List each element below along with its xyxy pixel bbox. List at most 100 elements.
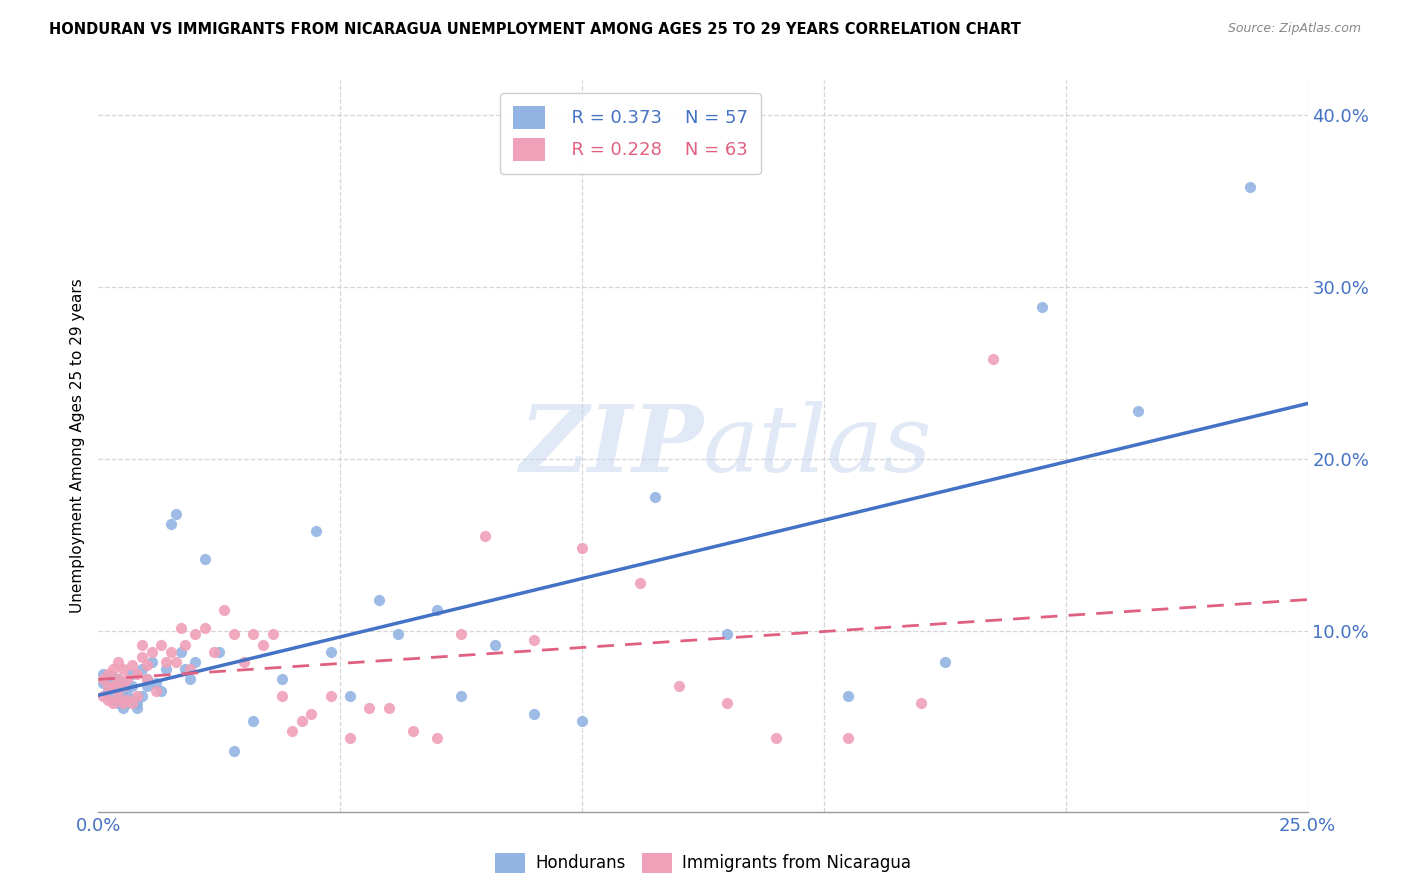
Point bbox=[290, 714, 312, 728]
Text: ZIP: ZIP bbox=[519, 401, 703, 491]
Point bbox=[222, 744, 245, 758]
Point bbox=[121, 696, 143, 710]
Point bbox=[426, 731, 449, 745]
Point bbox=[242, 714, 264, 728]
Point bbox=[765, 731, 787, 745]
Point bbox=[716, 696, 738, 710]
Point bbox=[107, 672, 129, 686]
Point bbox=[232, 655, 254, 669]
Point bbox=[145, 684, 167, 698]
Point bbox=[319, 690, 342, 704]
Point bbox=[101, 679, 124, 693]
Point bbox=[1031, 301, 1053, 315]
Point bbox=[145, 675, 167, 690]
Point bbox=[135, 672, 157, 686]
Point bbox=[281, 723, 304, 738]
Point bbox=[127, 696, 149, 710]
Point bbox=[135, 672, 157, 686]
Point bbox=[474, 529, 496, 543]
Point bbox=[131, 690, 153, 704]
Legend: Hondurans, Immigrants from Nicaragua: Hondurans, Immigrants from Nicaragua bbox=[488, 847, 918, 880]
Point bbox=[165, 655, 187, 669]
Point bbox=[194, 551, 217, 566]
Point bbox=[222, 627, 245, 641]
Point bbox=[668, 679, 690, 693]
Point bbox=[179, 672, 201, 686]
Point bbox=[160, 645, 183, 659]
Point bbox=[299, 706, 322, 721]
Point bbox=[127, 690, 149, 704]
Point bbox=[450, 627, 472, 641]
Point bbox=[97, 684, 120, 698]
Point bbox=[179, 662, 201, 676]
Point bbox=[117, 688, 139, 702]
Text: Source: ZipAtlas.com: Source: ZipAtlas.com bbox=[1227, 22, 1361, 36]
Point bbox=[117, 679, 139, 693]
Point bbox=[135, 679, 157, 693]
Point bbox=[141, 645, 163, 659]
Point bbox=[212, 603, 235, 617]
Point bbox=[271, 690, 294, 704]
Point bbox=[169, 645, 191, 659]
Point bbox=[91, 690, 114, 704]
Point bbox=[101, 671, 124, 685]
Point bbox=[101, 696, 124, 710]
Point bbox=[934, 655, 956, 669]
Point bbox=[484, 638, 506, 652]
Point bbox=[107, 655, 129, 669]
Point bbox=[101, 662, 124, 676]
Point bbox=[101, 693, 124, 707]
Point bbox=[837, 731, 859, 745]
Point bbox=[131, 662, 153, 676]
Point bbox=[377, 701, 399, 715]
Point bbox=[117, 693, 139, 707]
Point bbox=[204, 645, 226, 659]
Point bbox=[339, 731, 361, 745]
Text: atlas: atlas bbox=[703, 401, 932, 491]
Point bbox=[450, 690, 472, 704]
Point bbox=[121, 667, 143, 681]
Point bbox=[131, 649, 153, 664]
Point bbox=[117, 672, 139, 686]
Point bbox=[262, 627, 284, 641]
Point bbox=[121, 658, 143, 673]
Point bbox=[387, 627, 409, 641]
Point bbox=[107, 690, 129, 704]
Point bbox=[1128, 403, 1150, 417]
Point bbox=[121, 693, 143, 707]
Point bbox=[101, 679, 124, 693]
Point bbox=[628, 575, 651, 590]
Point bbox=[91, 675, 114, 690]
Point bbox=[571, 714, 593, 728]
Point bbox=[107, 672, 129, 686]
Point bbox=[1239, 180, 1261, 194]
Point bbox=[426, 603, 449, 617]
Point bbox=[150, 638, 173, 652]
Point bbox=[97, 667, 120, 681]
Point bbox=[716, 627, 738, 641]
Point bbox=[359, 701, 381, 715]
Point bbox=[271, 672, 294, 686]
Point bbox=[107, 696, 129, 710]
Point bbox=[127, 701, 149, 715]
Point bbox=[319, 645, 342, 659]
Point bbox=[107, 684, 129, 698]
Y-axis label: Unemployment Among Ages 25 to 29 years: Unemployment Among Ages 25 to 29 years bbox=[69, 278, 84, 614]
Point bbox=[121, 679, 143, 693]
Point bbox=[111, 662, 134, 676]
Point bbox=[571, 541, 593, 556]
Point bbox=[194, 621, 217, 635]
Point bbox=[184, 655, 207, 669]
Point bbox=[368, 593, 391, 607]
Point bbox=[165, 507, 187, 521]
Point bbox=[155, 655, 177, 669]
Point bbox=[523, 706, 546, 721]
Point bbox=[111, 701, 134, 715]
Point bbox=[97, 679, 120, 693]
Point bbox=[97, 672, 120, 686]
Point bbox=[242, 627, 264, 641]
Point bbox=[111, 675, 134, 690]
Point bbox=[91, 667, 114, 681]
Point bbox=[97, 693, 120, 707]
Point bbox=[111, 690, 134, 704]
